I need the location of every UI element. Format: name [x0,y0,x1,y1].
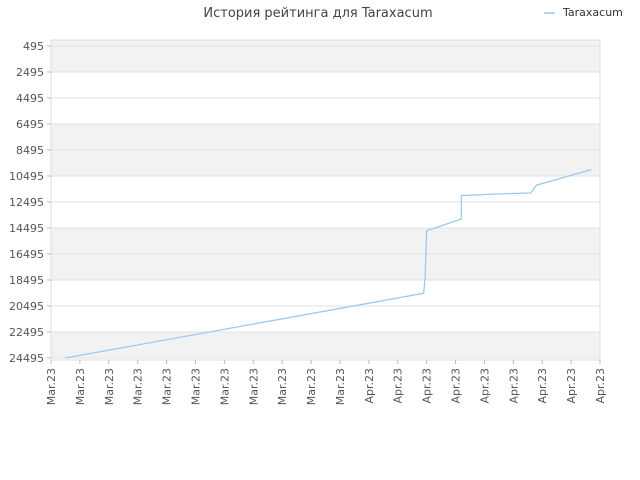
y-tick-label: 12495 [9,196,44,209]
band-top [51,40,600,47]
y-tick-label: 495 [23,40,44,53]
band-11 [51,332,600,358]
series-line-taraxacum [65,168,592,359]
gridlines [51,45,600,359]
x-tick-label: Apr.23 [450,368,463,404]
x-axis: Mar.23 Mar.23 Mar.23 Mar.23 Mar.23 Mar.23 Mar.… [45,360,607,405]
x-tick-label: Mar.23 [247,368,260,405]
x-tick-label: Apr.23 [594,368,607,404]
x-tick-label: Apr.23 [507,368,520,404]
x-tick-label: Mar.23 [103,368,116,405]
x-tick-label: Mar.23 [45,368,58,405]
x-tick-label: Mar.23 [334,368,347,405]
x-tick-label: Mar.23 [305,368,318,405]
legend-label-taraxacum: Taraxacum [562,6,623,19]
x-tick-label: Apr.23 [363,368,376,404]
legend[interactable]: Taraxacum [544,6,623,19]
x-tick-label: Apr.23 [565,368,578,404]
x-tick-label: Mar.23 [132,368,145,405]
x-tick-label: Apr.23 [478,368,491,404]
x-tick-label: Apr.23 [536,368,549,404]
y-tick-label: 2495 [16,66,44,79]
y-tick-label: 14495 [9,222,44,235]
plot-background-bands [51,40,600,358]
x-tick-label: Mar.23 [276,368,289,405]
band-7 [51,228,600,254]
y-tick-label: 18495 [9,274,44,287]
y-tick-label: 8495 [16,144,44,157]
x-tick-label: Apr.23 [392,368,405,404]
y-tick-label: 20495 [9,300,44,313]
y-axis: 495 2495 4495 6495 8495 10495 12495 14495 16495 1… [9,40,51,365]
band-4 [51,150,600,176]
x-tick-label: Mar.23 [74,368,87,405]
x-tick-label: Mar.23 [161,368,174,405]
band-3 [51,124,600,150]
band-0 [51,46,600,72]
x-tick-label: Mar.23 [218,368,231,405]
y-tick-label: 22495 [9,326,44,339]
y-tick-label: 16495 [9,248,44,261]
band-8 [51,254,600,280]
x-tick-label: Mar.23 [189,368,202,405]
chart-title: История рейтинга для Taraxacum [203,6,432,21]
y-tick-label: 24495 [9,352,44,365]
y-tick-label: 10495 [9,170,44,183]
x-tick-label: Apr.23 [421,368,434,404]
y-tick-label: 4495 [16,92,44,105]
series-layer [65,168,592,359]
y-tick-label: 6495 [16,118,44,131]
plot-border [50,39,601,361]
